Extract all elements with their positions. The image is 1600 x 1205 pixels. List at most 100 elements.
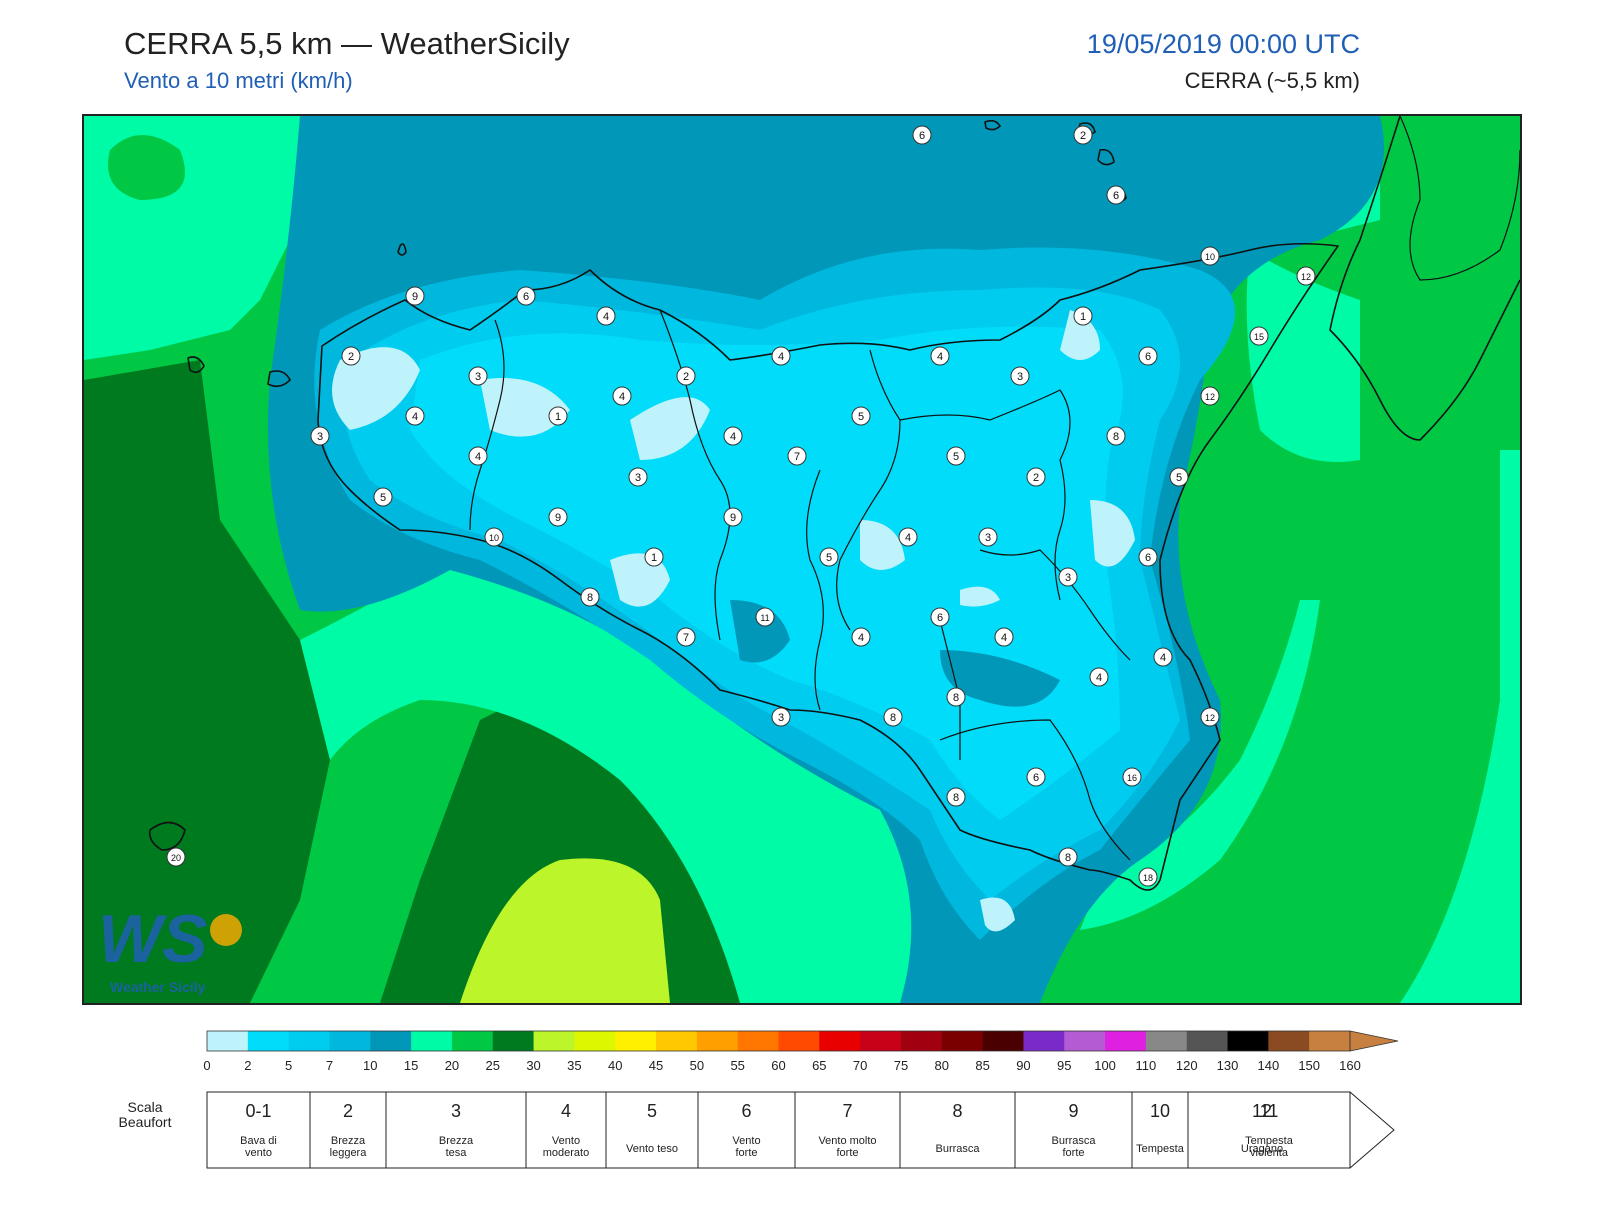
beaufort-number: 6 xyxy=(741,1101,751,1121)
colorbar-ticks: 0 2 5 7 10 15 20 25 30 35 40 45 50 55 60 65 70 75 80 85 90 95… xyxy=(203,1058,1360,1073)
beaufort-cell: 6 Vento forte xyxy=(697,1091,796,1169)
wind-speed-value: 1 xyxy=(1080,311,1086,323)
colorbar-tick-label: 30 xyxy=(526,1058,540,1073)
beaufort-cell: 9 Burrasca forte xyxy=(1014,1091,1133,1169)
wind-speed-marker: 6 xyxy=(1138,547,1158,567)
logo-text: Weather Sicily xyxy=(110,979,206,995)
wind-speed-marker: 4 xyxy=(596,306,616,326)
wind-speed-marker: 3 xyxy=(468,366,488,386)
colorbar-swatch xyxy=(451,1031,494,1051)
wind-speed-value: 2 xyxy=(683,371,689,383)
wind-speed-marker: 8 xyxy=(580,587,600,607)
wind-speed-marker: 16 xyxy=(1122,767,1142,787)
wind-speed-marker: 5 xyxy=(373,487,393,507)
wind-speed-marker: 9 xyxy=(548,507,568,527)
wind-speed-marker: 6 xyxy=(1106,185,1126,205)
colorbar-tick-label: 110 xyxy=(1136,1058,1157,1073)
wind-speed-marker: 4 xyxy=(468,446,488,466)
colorbar-swatch xyxy=(1023,1031,1065,1051)
beaufort-description: Vento molto forte xyxy=(818,1135,876,1159)
beaufort-title: Scala Beaufort xyxy=(119,1099,172,1130)
wind-speed-marker: 4 xyxy=(851,627,871,647)
beaufort-cell: 8 Burrasca xyxy=(899,1091,1016,1169)
colorbar-tick-label: 35 xyxy=(567,1058,581,1073)
colorbar-tick-label: 90 xyxy=(1016,1058,1030,1073)
wind-speed-value: 12 xyxy=(1205,713,1215,723)
beaufort-number: 0-1 xyxy=(245,1101,271,1121)
wind-speed-value: 2 xyxy=(1080,130,1086,142)
colorbar-tick-label: 20 xyxy=(445,1058,459,1073)
wind-speed-value: 12 xyxy=(1301,272,1311,282)
wind-speed-value: 4 xyxy=(619,391,625,403)
colorbar-swatch xyxy=(1268,1031,1310,1051)
wind-speed-value: 5 xyxy=(826,552,832,564)
beaufort-description: Burrasca forte xyxy=(1051,1135,1096,1159)
wind-speed-value: 1 xyxy=(651,552,657,564)
wind-map: 6 2 6 10 12 9 6 4 1 15 2 4 4 6 3 2 3 4 12 4 1 5 3 4 8 4 7 5 3 2 5 5 9 9 10… xyxy=(82,114,1522,1005)
wind-speed-marker: 4 xyxy=(723,426,743,446)
beaufort-cell: 4 Vento moderato xyxy=(525,1091,607,1169)
colorbar-swatch xyxy=(656,1031,698,1051)
colorbar-tick-label: 100 xyxy=(1094,1058,1116,1073)
wind-speed-value: 8 xyxy=(953,692,959,704)
wind-speed-marker: 5 xyxy=(1169,467,1189,487)
wind-speed-value: 7 xyxy=(683,632,689,644)
colorbar-swatch xyxy=(207,1031,249,1051)
wind-speed-marker: 11 xyxy=(755,607,775,627)
wind-speed-value: 4 xyxy=(778,351,784,363)
wind-speed-marker: 8 xyxy=(946,787,966,807)
wind-speed-marker: 15 xyxy=(1249,326,1269,346)
colorbar-tick-label: 130 xyxy=(1217,1058,1239,1073)
colorbar-tick-label: 40 xyxy=(608,1058,622,1073)
wind-speed-value: 6 xyxy=(1145,552,1151,564)
wind-speed-marker: 6 xyxy=(1138,346,1158,366)
wind-speed-value: 8 xyxy=(587,592,593,604)
colorbar-swatch xyxy=(533,1031,575,1051)
wind-speed-marker: 8 xyxy=(1058,847,1078,867)
beaufort-description: Vento forte xyxy=(732,1135,760,1159)
wind-speed-marker: 3 xyxy=(628,467,648,487)
wind-speed-marker: 18 xyxy=(1138,867,1158,887)
wind-speed-value: 3 xyxy=(778,712,784,724)
wind-speed-marker: 1 xyxy=(644,547,664,567)
map-title: CERRA 5,5 km — WeatherSicily xyxy=(124,26,570,61)
wind-speed-marker: 3 xyxy=(310,426,330,446)
colorbar-swatch xyxy=(288,1031,330,1051)
wind-speed-value: 12 xyxy=(1205,392,1215,402)
wind-speed-marker: 3 xyxy=(978,527,998,547)
colorbar-arrow xyxy=(1349,1030,1399,1052)
colorbar-swatch xyxy=(1186,1031,1229,1051)
wind-speed-marker: 8 xyxy=(1106,426,1126,446)
wind-speed-value: 6 xyxy=(523,291,529,303)
wind-speed-marker: 4 xyxy=(612,386,632,406)
colorbar-tick-label: 7 xyxy=(326,1058,333,1073)
wind-speed-value: 6 xyxy=(1113,190,1119,202)
wind-speed-value: 4 xyxy=(905,532,911,544)
wind-speed-value: 3 xyxy=(635,472,641,484)
wind-speed-value: 3 xyxy=(317,431,323,443)
colorbar-tick-label: 60 xyxy=(771,1058,785,1073)
colorbar-tick-label: 65 xyxy=(812,1058,826,1073)
colorbar-tick-label: 5 xyxy=(285,1058,292,1073)
wind-speed-marker: 7 xyxy=(787,446,807,466)
beaufort-cell: 2 Brezza leggera xyxy=(309,1091,387,1169)
wind-speed-value: 18 xyxy=(1143,873,1153,883)
colorbar-swatch xyxy=(860,1031,902,1051)
wind-speed-value: 6 xyxy=(1145,351,1151,363)
wind-field xyxy=(84,116,1520,1003)
map-datetime: 19/05/2019 00:00 UTC xyxy=(1086,29,1360,59)
colorbar-swatch xyxy=(1309,1031,1351,1051)
colorbar-swatch xyxy=(492,1031,535,1051)
wind-speed-marker: 2 xyxy=(1026,467,1046,487)
wind-speed-value: 9 xyxy=(730,512,736,524)
legend: 0 2 5 7 10 15 20 25 30 35 40 45 50 55 60 65 70 75 80 85 90 95… xyxy=(0,1030,1600,1200)
logo-initials: WS xyxy=(98,901,208,977)
colorbar-swatch xyxy=(1105,1031,1147,1051)
beaufort-cell: 0-1 Bava di vento xyxy=(206,1091,311,1169)
wind-speed-value: 5 xyxy=(1176,472,1182,484)
beaufort-cell: 5 Vento teso xyxy=(605,1091,699,1169)
colorbar-swatch xyxy=(329,1031,371,1051)
wind-speed-value: 7 xyxy=(794,451,800,463)
wind-speed-marker: 6 xyxy=(930,607,950,627)
